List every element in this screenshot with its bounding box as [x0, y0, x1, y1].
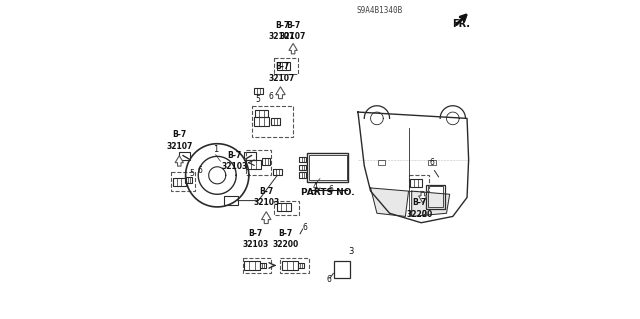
Text: B-7
32103: B-7 32103 [221, 151, 248, 171]
Bar [243, 257, 271, 273]
Text: B-7
32107: B-7 32107 [269, 21, 295, 41]
Text: 6: 6 [430, 158, 435, 167]
Text: B-7
32200: B-7 32200 [272, 228, 298, 249]
Text: 6: 6 [269, 92, 273, 101]
Bar [246, 150, 271, 175]
Text: S9A4B1340B: S9A4B1340B [357, 6, 403, 15]
Text: 3: 3 [348, 247, 354, 256]
Text: 6: 6 [302, 223, 307, 232]
Polygon shape [276, 87, 285, 99]
Text: 1: 1 [213, 145, 218, 153]
Polygon shape [412, 191, 450, 216]
Text: B-7
32107: B-7 32107 [269, 63, 295, 83]
Bar [274, 58, 298, 74]
Text: 5: 5 [255, 95, 260, 104]
Polygon shape [289, 43, 298, 54]
Text: FR.: FR. [452, 19, 470, 28]
Bar [280, 257, 309, 273]
Text: 6: 6 [328, 185, 333, 194]
Bar [408, 175, 429, 191]
Text: PARTS NO.: PARTS NO. [301, 188, 355, 197]
Text: 6: 6 [197, 166, 202, 175]
Polygon shape [371, 188, 408, 216]
Bar [252, 106, 293, 137]
Text: 4: 4 [312, 182, 318, 191]
Text: 5: 5 [189, 169, 195, 178]
Text: B-7
32107: B-7 32107 [166, 130, 193, 151]
Text: B-7
32103: B-7 32103 [253, 187, 280, 207]
Bar [274, 201, 300, 215]
Polygon shape [175, 156, 184, 166]
Text: 6: 6 [326, 275, 332, 284]
Text: B-7
32107: B-7 32107 [280, 21, 307, 41]
Text: B-7
32200: B-7 32200 [406, 198, 433, 219]
Bar [172, 172, 195, 191]
Polygon shape [262, 212, 271, 224]
Polygon shape [419, 192, 427, 203]
Text: 2: 2 [422, 210, 427, 219]
Text: B-7
32103: B-7 32103 [242, 228, 268, 249]
